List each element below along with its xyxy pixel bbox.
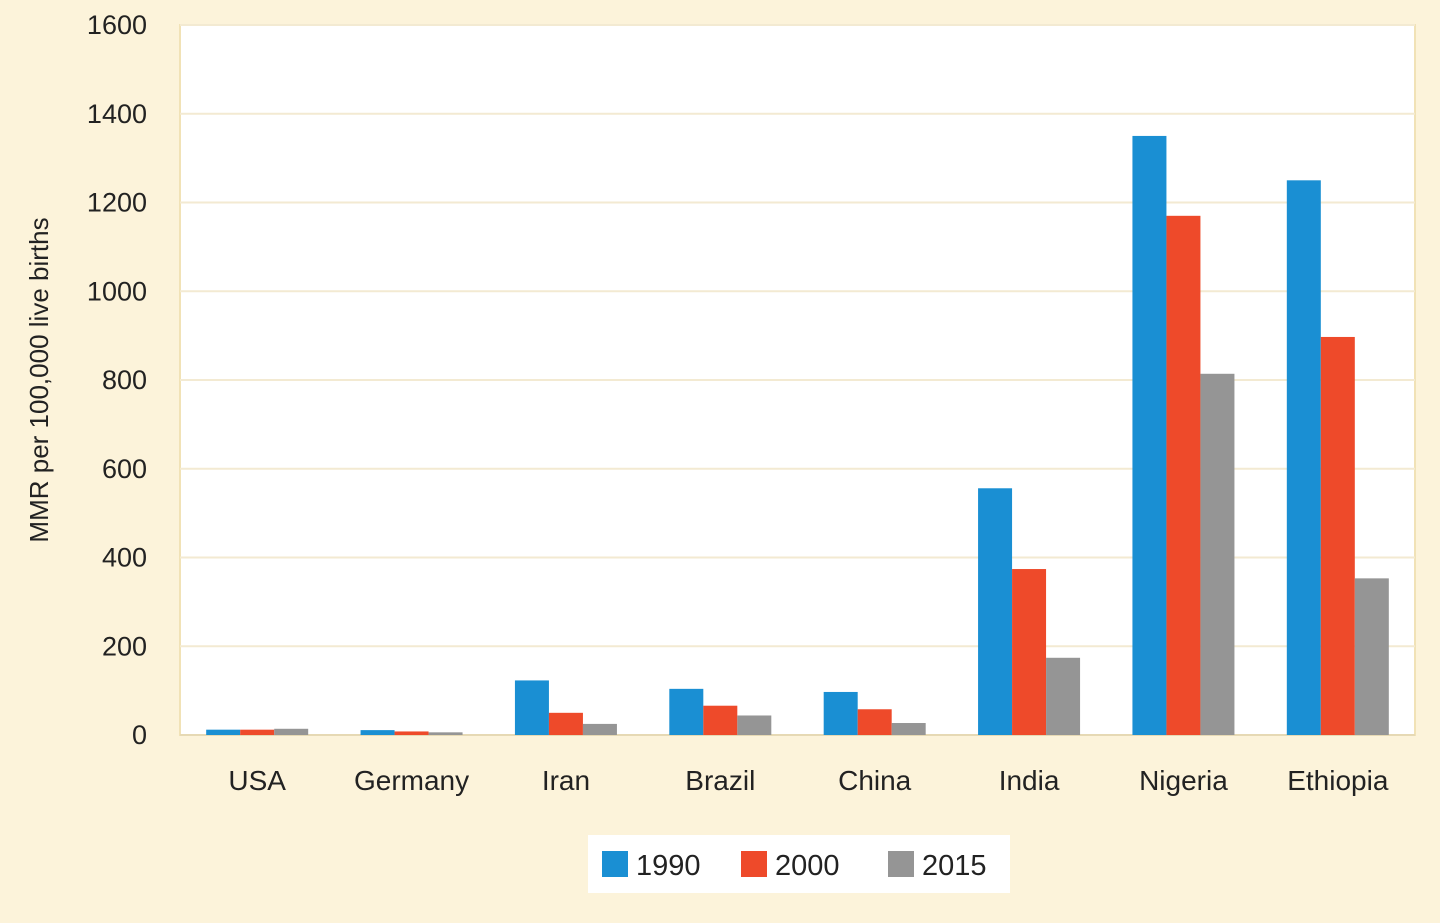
legend-label-1990: 1990 xyxy=(636,850,701,882)
bars xyxy=(206,135,1389,735)
y-tick-label: 400 xyxy=(102,543,147,573)
y-tick-label: 1000 xyxy=(87,276,147,306)
bar-ethiopia-1990 xyxy=(1286,180,1321,735)
bar-usa-1990 xyxy=(206,729,241,735)
bar-ethiopia-2000 xyxy=(1320,336,1355,735)
legend-swatch-1990 xyxy=(602,851,628,877)
x-axis-labels: USA Germany Iran Brazil China India Nigeria Eth… xyxy=(228,765,1388,796)
y-tick-label: 1400 xyxy=(87,99,147,129)
legend-box xyxy=(588,835,1010,893)
bar-nigeria-1990 xyxy=(1132,135,1167,735)
bar-india-1990 xyxy=(978,488,1013,735)
bar-brazil-2000 xyxy=(703,705,738,735)
x-tick-label: USA xyxy=(228,765,286,796)
bar-germany-1990 xyxy=(360,730,395,735)
y-tick-label: 200 xyxy=(102,631,147,661)
bar-india-2015 xyxy=(1046,657,1081,735)
legend-label-2000: 2000 xyxy=(775,850,840,882)
x-tick-label: Brazil xyxy=(685,765,755,796)
bar-iran-2015 xyxy=(582,723,617,735)
x-tick-label: Iran xyxy=(542,765,590,796)
y-tick-label: 600 xyxy=(102,454,147,484)
bar-brazil-1990 xyxy=(669,688,704,735)
bar-iran-2000 xyxy=(548,712,583,735)
bar-india-2000 xyxy=(1012,569,1047,735)
bar-ethiopia-2015 xyxy=(1354,578,1389,735)
legend-swatch-2015 xyxy=(888,851,914,877)
bar-china-2000 xyxy=(857,709,892,735)
legend-label-2015: 2015 xyxy=(922,850,987,882)
bar-germany-2015 xyxy=(428,732,463,735)
bar-china-1990 xyxy=(823,691,858,735)
x-tick-label: Ethiopia xyxy=(1287,765,1389,796)
legend-swatch-2000 xyxy=(741,851,767,877)
legend: 1990 2000 2015 xyxy=(588,835,1010,893)
bar-nigeria-2015 xyxy=(1200,373,1235,735)
x-tick-label: China xyxy=(838,765,912,796)
y-tick-label: 1600 xyxy=(87,10,147,40)
y-tick-label: 0 xyxy=(132,720,147,750)
bar-iran-1990 xyxy=(514,680,549,735)
x-tick-label: India xyxy=(999,765,1060,796)
bar-germany-2000 xyxy=(394,731,429,735)
y-tick-label: 1200 xyxy=(87,188,147,218)
bar-usa-2000 xyxy=(240,729,275,735)
bar-usa-2015 xyxy=(274,728,309,735)
bar-brazil-2015 xyxy=(737,715,772,735)
y-axis-title: MMR per 100,000 live births xyxy=(24,217,54,542)
x-tick-label: Nigeria xyxy=(1139,765,1228,796)
y-axis-ticks: 0 200 400 600 800 1000 1200 1400 1600 xyxy=(87,10,147,750)
x-tick-label: Germany xyxy=(354,765,469,796)
y-tick-label: 800 xyxy=(102,365,147,395)
bar-china-2015 xyxy=(891,723,926,735)
bar-nigeria-2000 xyxy=(1166,215,1201,735)
